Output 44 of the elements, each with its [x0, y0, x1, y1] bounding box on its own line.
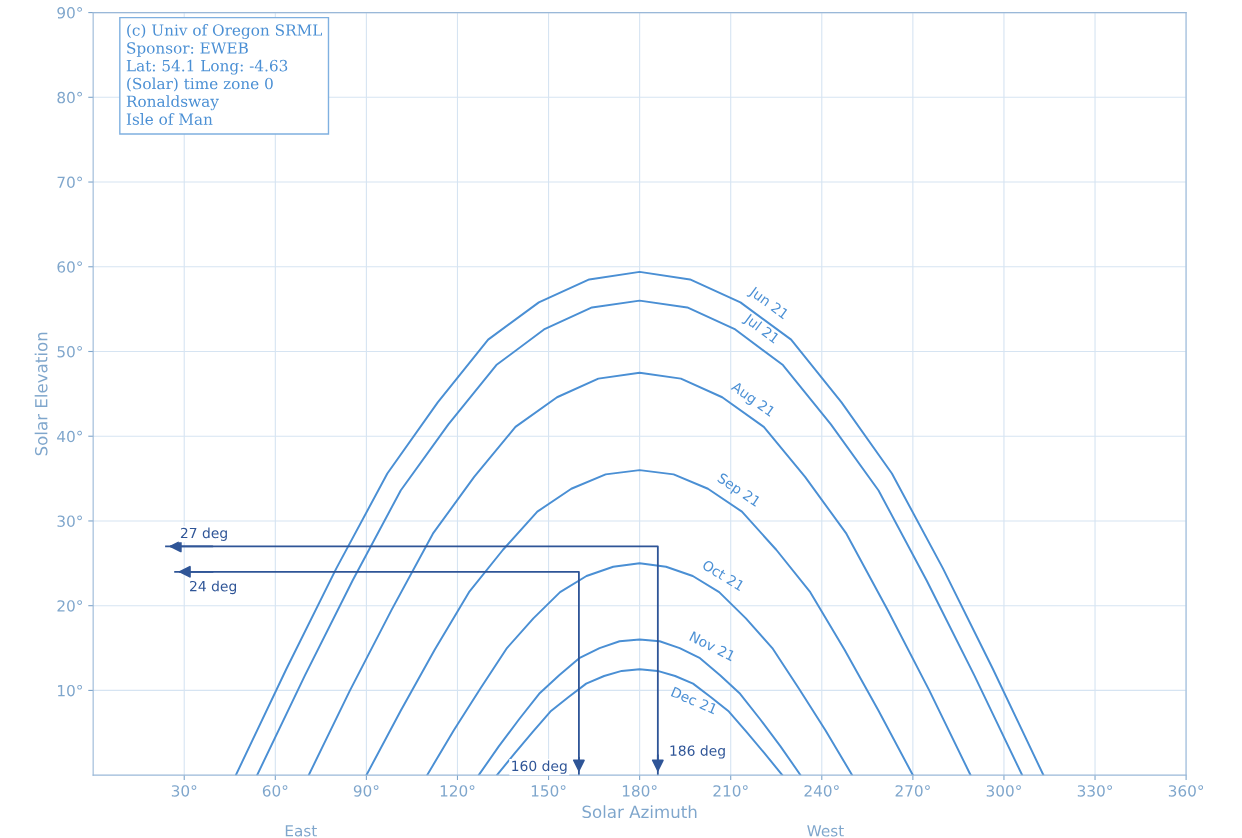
annotation: Lat: 54.1 Long: -4.63 [126, 59, 288, 75]
x-tick-label: 300° [986, 785, 1021, 797]
annotation: (c) Univ of Oregon SRML [127, 24, 323, 40]
text: Nov 21 [689, 631, 736, 662]
y-tick-label: 20° [57, 600, 82, 612]
y-axis-title: Solar Elevation [34, 332, 48, 456]
x-tick-label: 360° [1168, 785, 1204, 797]
annotation: 24 deg [190, 580, 237, 595]
x-tick-label: 60° [262, 785, 288, 797]
annotation: Isle of Man [126, 113, 213, 125]
line-series [495, 668, 784, 776]
text: Dec 21 [670, 686, 718, 715]
x-tick-label: 120° [440, 785, 475, 797]
x-tick-label: 240° [804, 785, 839, 797]
text: Sep 21 [715, 472, 762, 510]
x-tick-label: 180° [622, 785, 657, 797]
x-tick-label: 150° [531, 785, 566, 797]
text: East [285, 825, 317, 837]
line-series [307, 371, 972, 776]
line-series [365, 469, 914, 776]
annotation: Sponsor: EWEB [127, 42, 248, 57]
y-tick-label: 90° [57, 7, 82, 19]
x-tick-label: 330° [1077, 785, 1112, 797]
annotation: (Solar) time zone 0 [127, 77, 273, 92]
annotation: Ronaldsway [126, 95, 219, 111]
text: Oct 21 [701, 559, 745, 592]
annotation: 186 deg [670, 745, 725, 759]
text: Aug 21 [728, 380, 776, 420]
y-tick-label: 50° [57, 345, 82, 358]
x-tick-label: 30° [171, 785, 197, 797]
x-axis-title: Solar Azimuth [582, 805, 697, 819]
y-tick-label: 80° [57, 91, 82, 104]
x-tick-label: 90° [353, 785, 379, 797]
y-tick-label: 70° [57, 176, 82, 189]
annotation: 27 deg [180, 527, 227, 541]
text: West [807, 825, 844, 837]
annotation: 160 deg [512, 760, 567, 774]
line-series [426, 562, 854, 776]
y-tick-label: 30° [57, 515, 82, 527]
y-tick-label: 40° [57, 430, 82, 443]
x-tick-label: 270° [895, 785, 930, 797]
y-tick-label: 60° [57, 261, 82, 273]
y-tick-label: 10° [58, 684, 82, 697]
x-tick-label: 210° [713, 785, 748, 797]
